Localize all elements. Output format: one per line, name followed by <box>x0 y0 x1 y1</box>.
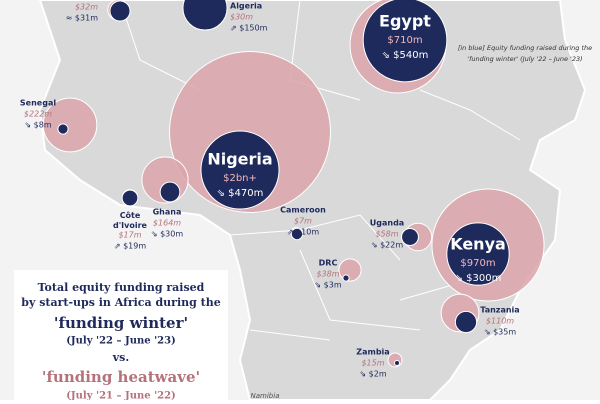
heatwave-label: $30m <box>230 13 253 22</box>
winter-bubble <box>362 0 448 83</box>
winter-label: ⇘ $470m <box>217 188 264 199</box>
winter-label: ⇗ $19m <box>114 242 147 251</box>
country-name: Nigeria <box>207 150 272 169</box>
winter-bubble <box>121 189 139 207</box>
heatwave-label: $32m <box>75 3 98 12</box>
title-line: by start-ups in Africa during the <box>21 296 220 309</box>
winter-label: ⇘ $300m <box>455 273 502 284</box>
winter-bubble <box>393 359 401 367</box>
country-name: DRC <box>319 259 338 268</box>
heatwave-bubble <box>338 258 362 282</box>
winter-bubble <box>109 0 131 22</box>
country-name: Cameroon <box>280 206 326 215</box>
winter-label: ⇘ $2m <box>359 370 386 379</box>
annotation: 'funding winter' (July '22 – June '23) <box>467 55 582 63</box>
winter-bubble <box>200 130 280 210</box>
winter-label: ≈ $31m <box>66 14 99 23</box>
country-name: Egypt <box>379 12 431 31</box>
heatwave-label: $222m <box>24 110 52 119</box>
heatwave-bubble <box>42 97 98 153</box>
heatwave-label: $970m <box>460 258 495 269</box>
winter-label: ⇗ $150m <box>230 24 268 33</box>
title-line: 'funding heatwave' <box>42 368 200 386</box>
title-line: Total equity funding raised <box>38 281 205 294</box>
heatwave-label: $7m <box>294 217 312 226</box>
country-name: Tanzania <box>480 306 519 315</box>
heatwave-label: $17m <box>118 231 141 240</box>
heatwave-label: $15m <box>361 359 384 368</box>
winter-bubble <box>290 227 304 241</box>
title-box <box>14 270 228 404</box>
winter-label: ⇘ $30m <box>151 230 184 239</box>
winter-bubble <box>342 274 350 282</box>
title-line: (July '21 – June '22) <box>66 391 176 401</box>
map-label: Namibia <box>251 392 280 400</box>
country-name: Côte d'Ivoire <box>113 210 148 230</box>
heatwave-label: $710m <box>387 35 422 46</box>
country-name: Algeria <box>230 2 262 11</box>
winter-bubble <box>401 228 419 246</box>
heatwave-label: $38m <box>316 270 339 279</box>
heatwave-label: $2bn+ <box>223 173 257 184</box>
winter-bubble <box>446 222 510 286</box>
country-name: Ghana <box>153 208 182 217</box>
country-name: Kenya <box>450 235 506 254</box>
country-name: Zambia <box>356 348 389 357</box>
country-name: Senegal <box>20 99 56 108</box>
winter-label: ⇘ $8m <box>24 121 51 130</box>
winter-bubble <box>454 310 478 334</box>
heatwave-label: $164m <box>153 219 181 228</box>
heatwave-label: $110m <box>486 317 514 326</box>
title-group: Total equity funding raised by start-ups … <box>21 281 220 402</box>
winter-label: ⇘ $3m <box>314 281 341 290</box>
winter-bubble <box>159 181 181 203</box>
heatwave-label: $58m <box>375 230 398 239</box>
winter-label: ⇘ $35m <box>484 328 517 337</box>
country-name: Uganda <box>370 219 404 228</box>
annotation: [in blue] Equity funding raised during t… <box>458 44 592 52</box>
bubbles: $32m ≈ $31m Algeria $30m ⇗ $150m Egypt $710m ⇘ … <box>20 0 545 379</box>
winter-bubble <box>57 123 69 135</box>
title-line: 'funding winter' <box>54 314 188 332</box>
title-line: vs. <box>112 351 129 364</box>
winter-label: ⇗ $10m <box>287 228 320 237</box>
winter-label: ⇘ $540m <box>382 50 429 61</box>
winter-label: ⇘ $22m <box>371 241 404 250</box>
title-line: (July '22 – June '23) <box>66 336 176 347</box>
winter-bubble <box>182 0 228 31</box>
